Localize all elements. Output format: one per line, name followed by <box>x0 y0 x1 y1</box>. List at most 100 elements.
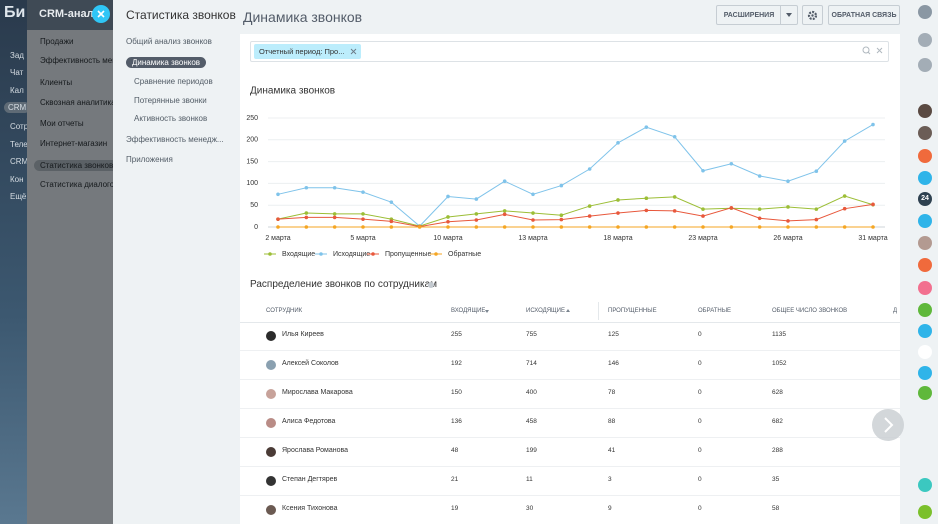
cell-value: 21 <box>451 476 458 483</box>
data-point <box>673 209 677 213</box>
data-point <box>786 225 790 229</box>
data-point <box>730 225 734 229</box>
x-tick-label: 26 марта <box>773 235 802 242</box>
data-point <box>730 206 734 210</box>
column-header[interactable]: Д <box>893 308 897 314</box>
right-bar-icon[interactable] <box>918 366 932 380</box>
right-bar-icon[interactable] <box>918 33 932 47</box>
employee-name[interactable]: Алексей Соколов <box>282 360 339 367</box>
chart: Динамика звонков 0501001502002502 марта5… <box>0 0 938 270</box>
right-bar-icon[interactable] <box>918 478 932 492</box>
x-tick-label: 10 марта <box>433 235 462 242</box>
data-point <box>531 193 535 197</box>
cell-value: 0 <box>698 505 702 512</box>
right-bar-icon[interactable]: 24 <box>918 192 932 206</box>
x-tick-label: 18 марта <box>603 235 632 242</box>
data-point <box>645 225 649 229</box>
legend-label: Исходящие <box>333 251 370 258</box>
data-point <box>758 216 762 220</box>
y-tick-label: 200 <box>246 137 258 144</box>
column-header[interactable]: ИСХОДЯЩИЕ <box>526 308 565 314</box>
employee-name[interactable]: Степан Дегтярев <box>282 476 337 483</box>
data-point <box>446 225 450 229</box>
scroll-right[interactable] <box>872 409 904 441</box>
right-bar-icon[interactable] <box>918 58 932 72</box>
x-tick-label: 13 марта <box>518 235 547 242</box>
cell-value: 192 <box>451 360 462 367</box>
data-point <box>333 216 337 220</box>
cell-value: 0 <box>698 476 702 483</box>
cell-value: 628 <box>772 389 783 396</box>
cell-value: 0 <box>698 447 702 454</box>
right-bar-icon[interactable] <box>918 281 932 295</box>
data-point <box>730 162 734 166</box>
avatar <box>266 331 276 341</box>
x-tick-label: 2 марта <box>265 235 290 242</box>
info-icon[interactable] <box>428 282 434 288</box>
data-point <box>701 214 705 218</box>
cell-value: 1135 <box>772 331 786 338</box>
data-point <box>361 217 365 221</box>
right-bar-icon[interactable] <box>918 104 932 118</box>
column-header[interactable]: ОБРАТНЫЕ <box>698 308 731 314</box>
data-point <box>560 184 564 188</box>
right-bar-icon[interactable] <box>918 258 932 272</box>
cell-value: 1052 <box>772 360 786 367</box>
data-point <box>758 174 762 178</box>
right-bar-icon[interactable] <box>918 5 932 19</box>
data-point <box>815 169 819 173</box>
column-header[interactable]: ПРОПУЩЕННЫЕ <box>608 308 657 314</box>
avatar <box>266 476 276 486</box>
data-point <box>786 219 790 223</box>
column-header[interactable]: СОТРУДНИК <box>266 308 302 314</box>
right-bar-icon[interactable] <box>918 345 932 359</box>
column-header[interactable]: ОБЩЕЕ ЧИСЛО ЗВОНКОВ <box>772 308 847 314</box>
data-point <box>673 225 677 229</box>
right-bar-icon[interactable] <box>918 81 932 95</box>
cell-value: 714 <box>526 360 537 367</box>
employee-name[interactable]: Алиса Федотова <box>282 418 335 425</box>
cell-value: 30 <box>526 505 533 512</box>
avatar <box>266 447 276 457</box>
column-header[interactable]: ВХОДЯЩИЕ <box>451 308 485 314</box>
employee-name[interactable]: Мирослава Макарова <box>282 389 353 396</box>
employee-name[interactable]: Илья Киреев <box>282 331 324 338</box>
data-point <box>786 205 790 209</box>
y-tick-label: 100 <box>246 180 258 187</box>
legend-label: Пропущенные <box>385 251 431 258</box>
data-point <box>361 190 365 194</box>
right-bar-icon[interactable] <box>918 149 932 163</box>
right-bar-icon[interactable] <box>918 324 932 338</box>
data-point <box>616 211 620 215</box>
data-point <box>673 195 677 199</box>
right-bar: 24 <box>908 0 938 524</box>
data-point <box>333 186 337 190</box>
y-tick-label: 50 <box>250 202 258 209</box>
data-point <box>503 213 507 217</box>
data-point <box>276 193 280 197</box>
data-point <box>560 218 564 222</box>
employee-name[interactable]: Ксения Тихонова <box>282 505 337 512</box>
right-bar-icon[interactable] <box>918 236 932 250</box>
x-tick-label: 31 марта <box>858 235 887 242</box>
right-bar-icon[interactable] <box>918 126 932 140</box>
right-bar-icon[interactable] <box>918 505 932 519</box>
data-point <box>446 195 450 199</box>
y-tick-label: 0 <box>254 224 258 231</box>
right-bar-icon[interactable] <box>918 171 932 185</box>
cell-value: 0 <box>698 331 702 338</box>
right-bar-icon[interactable] <box>918 386 932 400</box>
cell-value: 136 <box>451 418 462 425</box>
data-point <box>503 225 507 229</box>
cell-value: 755 <box>526 331 537 338</box>
legend-swatch-dot <box>371 252 375 256</box>
right-bar-icon[interactable] <box>918 214 932 228</box>
cell-value: 0 <box>698 418 702 425</box>
employee-name[interactable]: Ярослава Романова <box>282 447 348 454</box>
data-point <box>815 218 819 222</box>
avatar <box>266 389 276 399</box>
data-point <box>616 141 620 145</box>
right-bar-icon[interactable] <box>918 303 932 317</box>
